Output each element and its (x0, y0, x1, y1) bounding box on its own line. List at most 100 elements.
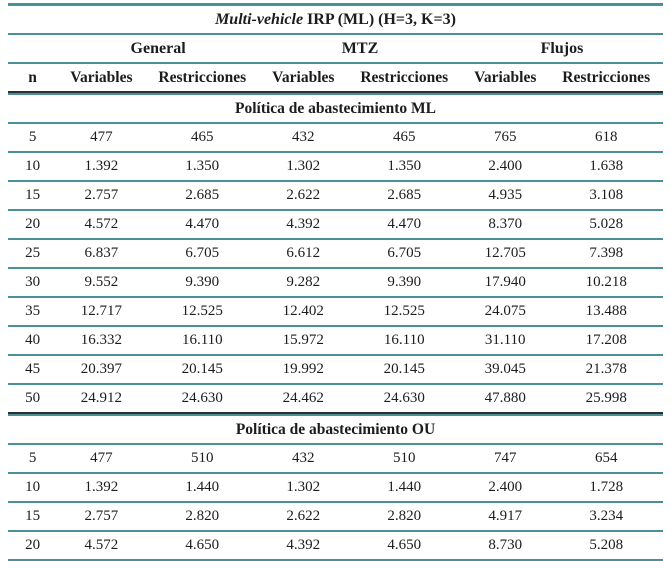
table-cell: 3.108 (549, 182, 663, 211)
table-row: 25 6.837 6.705 6.612 6.705 12.705 7.398 (8, 240, 663, 269)
table-cell: 24.462 (259, 385, 348, 414)
table-cell: 654 (549, 445, 663, 474)
column-header-variables-mtz: Variables (259, 64, 348, 93)
table-title-italic-part: Multi-vehicle (215, 10, 304, 28)
row-n-value: 10 (8, 153, 58, 182)
table-cell: 24.630 (347, 385, 461, 414)
table-cell: 6.705 (145, 240, 260, 269)
row-n-value: 20 (8, 532, 58, 561)
table-cell: 4.392 (259, 211, 348, 240)
table-cell: 2.757 (57, 182, 146, 211)
table-cell: 1.728 (549, 474, 663, 503)
table-cell: 9.552 (57, 269, 146, 298)
table-cell: 1.440 (145, 474, 260, 503)
column-header-n: n (8, 64, 58, 93)
table-row: 20 4.572 4.650 4.392 4.650 8.730 5.208 (8, 532, 663, 561)
table-cell: 765 (461, 124, 550, 153)
table-cell: 6.705 (347, 240, 461, 269)
table-row: 15 2.757 2.685 2.622 2.685 4.935 3.108 (8, 182, 663, 211)
table-cell: 6.612 (259, 240, 348, 269)
table-cell: 3.234 (549, 503, 663, 532)
column-header-variables-general: Variables (57, 64, 146, 93)
table-cell: 8.370 (461, 211, 550, 240)
row-n-value: 20 (8, 211, 58, 240)
group-header-general: General (57, 35, 260, 64)
column-header-restricciones-flujos: Restricciones (549, 64, 663, 93)
table-cell: 17.940 (461, 269, 550, 298)
row-n-value: 35 (8, 298, 58, 327)
table-row: 10 1.392 1.440 1.302 1.440 2.400 1.728 (8, 474, 663, 503)
table-cell: 1.638 (549, 153, 663, 182)
section-header-row: Política de abastecimiento ML (8, 93, 663, 124)
table-cell: 24.075 (461, 298, 550, 327)
table-cell: 510 (347, 445, 461, 474)
table-cell: 21.378 (549, 356, 663, 385)
table-cell: 4.470 (347, 211, 461, 240)
section-label: Política de abastecimiento OU (8, 414, 663, 445)
table-cell: 9.390 (145, 269, 260, 298)
row-n-value: 5 (8, 445, 58, 474)
table-cell: 465 (145, 124, 260, 153)
table-title-row: Multi-vehicle IRP (ML) (H=3, K=3) (8, 3, 663, 35)
section-label: Política de abastecimiento ML (8, 93, 663, 124)
row-n-value: 45 (8, 356, 58, 385)
table-cell: 1.392 (57, 153, 146, 182)
table-cell: 10.218 (549, 269, 663, 298)
group-header-spacer (8, 35, 58, 64)
table-title-rest-part: IRP (ML) (H=3, K=3) (303, 10, 456, 28)
group-header-row: General MTZ Flujos (8, 35, 663, 64)
row-n-value: 30 (8, 269, 58, 298)
table-cell: 2.685 (347, 182, 461, 211)
table-cell: 20.397 (57, 356, 146, 385)
table-cell: 12.525 (347, 298, 461, 327)
table-cell: 1.302 (259, 153, 348, 182)
table-cell: 13.488 (549, 298, 663, 327)
table-row: 5 477 510 432 510 747 654 (8, 445, 663, 474)
table-cell: 24.912 (57, 385, 146, 414)
table-cell: 12.717 (57, 298, 146, 327)
table-cell: 20.145 (347, 356, 461, 385)
table-cell: 477 (57, 124, 146, 153)
results-table: Multi-vehicle IRP (ML) (H=3, K=3) Genera… (8, 3, 663, 561)
table-cell: 19.992 (259, 356, 348, 385)
table-row: 45 20.397 20.145 19.992 20.145 39.045 21.378 (8, 356, 663, 385)
table-cell: 4.392 (259, 532, 348, 561)
table-cell: 12.525 (145, 298, 260, 327)
column-header-variables-flujos: Variables (461, 64, 550, 93)
table-cell: 9.390 (347, 269, 461, 298)
table-cell: 618 (549, 124, 663, 153)
table-cell: 2.820 (347, 503, 461, 532)
table-cell: 16.110 (347, 327, 461, 356)
table-cell: 477 (57, 445, 146, 474)
row-n-value: 40 (8, 327, 58, 356)
table-cell: 432 (259, 124, 348, 153)
table-cell: 747 (461, 445, 550, 474)
table-cell: 7.398 (549, 240, 663, 269)
table-cell: 47.880 (461, 385, 550, 414)
table-cell: 1.392 (57, 474, 146, 503)
table-cell: 31.110 (461, 327, 550, 356)
table-cell: 9.282 (259, 269, 348, 298)
row-n-value: 10 (8, 474, 58, 503)
section-header-row: Política de abastecimiento OU (8, 414, 663, 445)
table-cell: 1.350 (145, 153, 260, 182)
table-cell: 12.402 (259, 298, 348, 327)
table-cell: 2.685 (145, 182, 260, 211)
table-row: 20 4.572 4.470 4.392 4.470 8.370 5.028 (8, 211, 663, 240)
row-n-value: 50 (8, 385, 58, 414)
table-cell: 6.837 (57, 240, 146, 269)
table-cell: 4.917 (461, 503, 550, 532)
group-header-flujos: Flujos (461, 35, 663, 64)
table-cell: 432 (259, 445, 348, 474)
row-n-value: 5 (8, 124, 58, 153)
table-row: 50 24.912 24.630 24.462 24.630 47.880 25.998 (8, 385, 663, 414)
table-cell: 4.572 (57, 211, 146, 240)
row-n-value: 15 (8, 503, 58, 532)
table-cell: 16.332 (57, 327, 146, 356)
table-cell: 16.110 (145, 327, 260, 356)
table-cell: 465 (347, 124, 461, 153)
table-cell: 15.972 (259, 327, 348, 356)
table-row: 30 9.552 9.390 9.282 9.390 17.940 10.218 (8, 269, 663, 298)
table-title: Multi-vehicle IRP (ML) (H=3, K=3) (8, 3, 663, 35)
